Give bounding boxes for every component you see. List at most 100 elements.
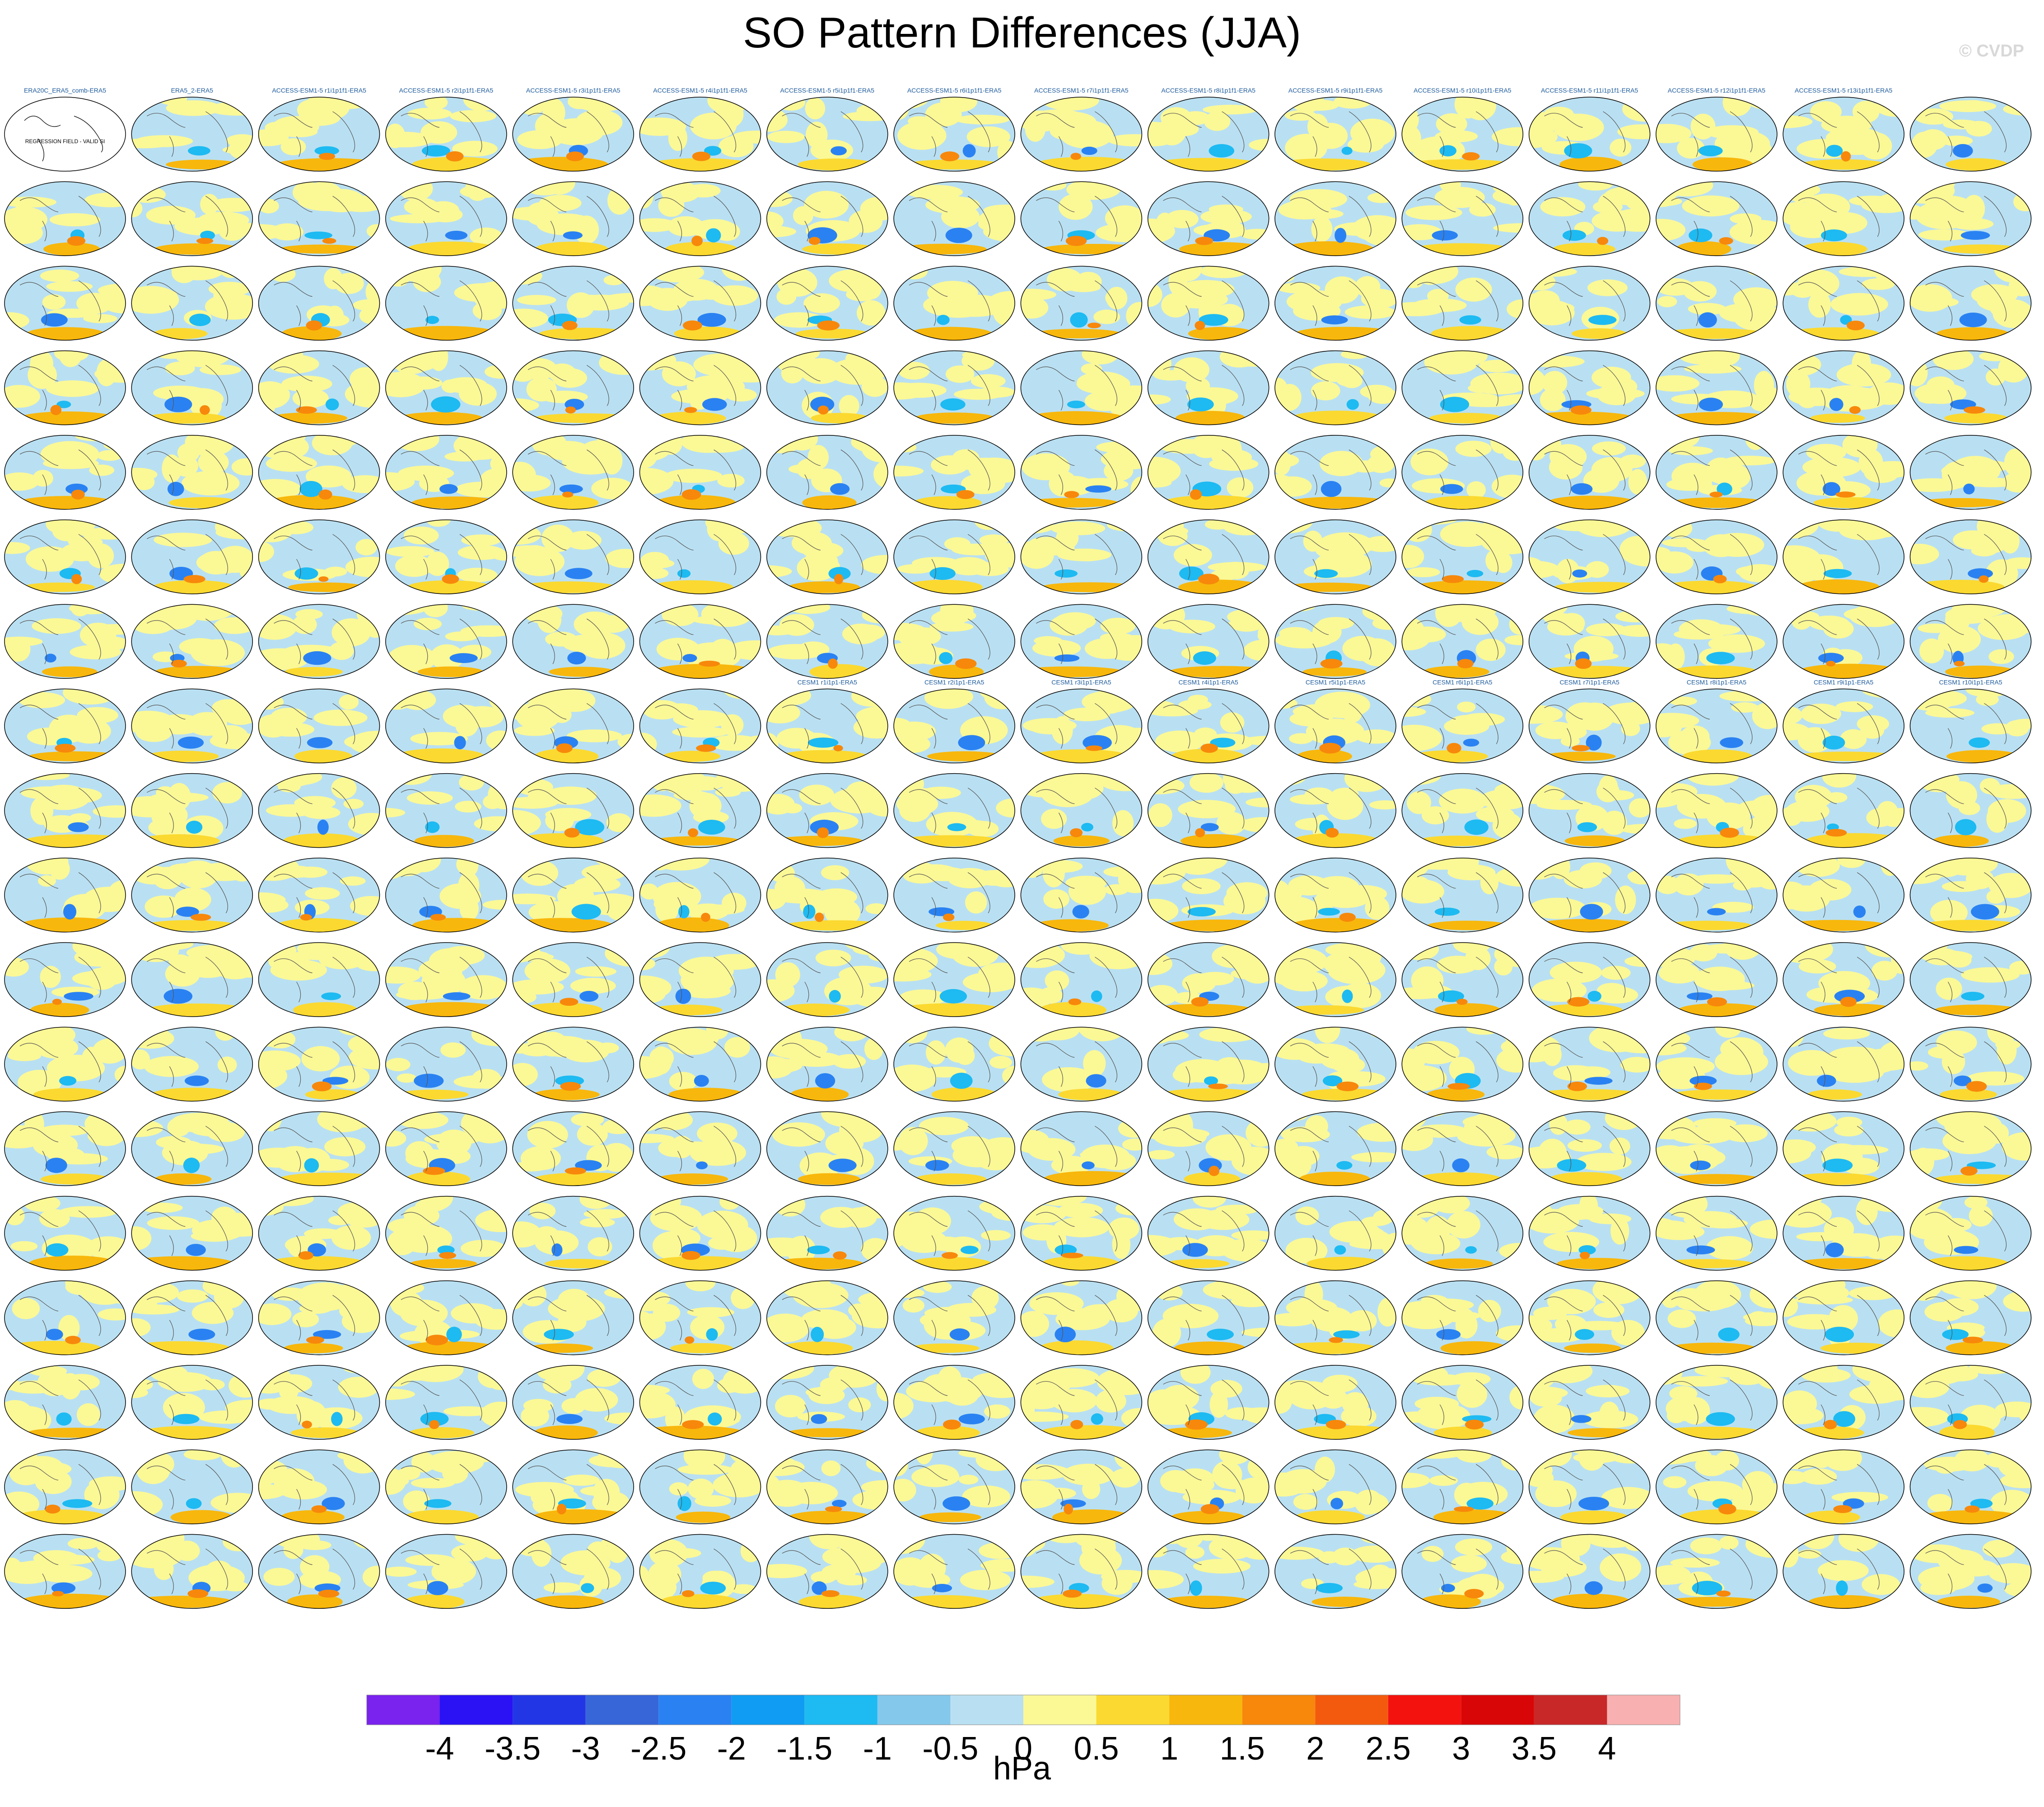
map-panel — [1274, 1111, 1396, 1186]
panel-label: CESM1 r3i1p1-ERA5 — [1051, 678, 1111, 686]
map-panel: ACCESS-ESM1-5 r7i1p1f1-ERA5 — [1020, 87, 1143, 172]
colorbar-tick-label: -3.5 — [485, 1731, 541, 1761]
colorbar-tick-label: 2.5 — [1366, 1731, 1411, 1761]
map-panel — [385, 1195, 507, 1271]
map-panel — [639, 1195, 761, 1271]
map-panel — [893, 1534, 1015, 1609]
map-panel — [766, 519, 888, 594]
map-panel — [1274, 1027, 1396, 1102]
map-panel — [766, 604, 888, 679]
map-panel — [385, 1449, 507, 1524]
map-panel — [893, 1280, 1015, 1355]
panel-label: ACCESS-ESM1-5 r8i1p1f1-ERA5 — [1161, 87, 1255, 94]
map-panel: CESM1 r7i1p1-ERA5 — [1528, 678, 1651, 764]
map-panel — [766, 350, 888, 425]
map-panel — [512, 688, 634, 764]
map-panel — [131, 181, 253, 256]
map-panel — [4, 604, 126, 679]
map-panel — [1274, 604, 1396, 679]
map-panel — [258, 1365, 380, 1440]
map-panel — [766, 1365, 888, 1440]
map-panel: CESM1 r9i1p1-ERA5 — [1783, 678, 1904, 764]
map-panel — [1401, 1195, 1524, 1271]
panel-label: ACCESS-ESM1-5 r1i1p1f1-ERA5 — [272, 87, 366, 94]
map-panel — [512, 773, 634, 848]
colorbar-tick-label: -1 — [863, 1731, 892, 1761]
map-panel — [385, 435, 507, 510]
map-panel — [1274, 858, 1396, 933]
map-panel — [766, 1027, 888, 1102]
colorbar-swatch — [1388, 1695, 1461, 1725]
map-panel — [1528, 350, 1651, 425]
map-panel — [1909, 519, 2032, 594]
map-panel — [1401, 858, 1524, 933]
map-panel — [893, 1195, 1015, 1271]
map-panel: ACCESS-ESM1-5 r3i1p1f1-ERA5 — [512, 87, 634, 172]
map-panel — [1656, 942, 1778, 1017]
map-panel — [893, 773, 1015, 848]
map-panel — [1528, 942, 1651, 1017]
panel-label: ACCESS-ESM1-5 r2i1p1f1-ERA5 — [399, 87, 494, 94]
colorbar-swatch — [367, 1695, 440, 1725]
map-panel — [1909, 266, 2032, 341]
panel-label: ACCESS-ESM1-5 r12i1p1f1-ERA5 — [1668, 87, 1766, 94]
map-panel — [1656, 604, 1778, 679]
map-panel — [893, 519, 1015, 594]
colorbar-tick-label: 2 — [1306, 1731, 1324, 1761]
map-panel — [1401, 1365, 1524, 1440]
map-panel — [1528, 181, 1651, 256]
map-panel — [131, 1365, 253, 1440]
map-panel — [1020, 1195, 1143, 1271]
map-panel — [4, 688, 126, 764]
map-panel — [1147, 1111, 1269, 1186]
colorbar-swatch — [1534, 1695, 1607, 1725]
map-panel: CESM1 r6i1p1-ERA5 — [1401, 678, 1524, 764]
map-panel — [893, 1449, 1015, 1524]
colorbar-units: hPa — [993, 1751, 1051, 1787]
map-panel — [131, 1195, 253, 1271]
panel-label: ACCESS-ESM1-5 r13i1p1f1-ERA5 — [1795, 87, 1893, 94]
map-panel — [512, 1534, 634, 1609]
map-panel: ACCESS-ESM1-5 r8i1p1f1-ERA5 — [1147, 87, 1269, 172]
map-panel — [1401, 1027, 1524, 1102]
map-panel — [1909, 435, 2032, 510]
map-panel — [639, 604, 761, 679]
map-panel — [1909, 1280, 2032, 1355]
panel-label: CESM1 r1i1p1-ERA5 — [798, 678, 857, 686]
map-panel — [1020, 519, 1143, 594]
panel-label: ACCESS-ESM1-5 r3i1p1f1-ERA5 — [526, 87, 621, 94]
watermark: © CVDP — [1959, 42, 2024, 61]
map-panel — [893, 181, 1015, 256]
map-panel — [258, 858, 380, 933]
map-panel — [385, 519, 507, 594]
map-panel — [385, 350, 507, 425]
panel-label: ERA5_2-ERA5 — [171, 87, 214, 94]
map-panel — [1909, 1534, 2032, 1609]
map-panel — [1909, 97, 2032, 172]
map-panel — [1909, 1111, 2032, 1186]
map-panel — [893, 604, 1015, 679]
panel-label: ACCESS-ESM1-5 r7i1p1f1-ERA5 — [1034, 87, 1129, 94]
colorbar-swatch — [804, 1695, 877, 1725]
map-panel — [639, 350, 761, 425]
map-panel — [766, 1449, 888, 1524]
panel-label: CESM1 r5i1p1-ERA5 — [1306, 678, 1365, 686]
map-panel — [1528, 1449, 1651, 1524]
colorbar-swatch — [513, 1695, 586, 1725]
map-panel: CESM1 r4i1p1-ERA5 — [1147, 678, 1269, 764]
map-panel — [766, 181, 888, 256]
map-panel — [1274, 1195, 1396, 1271]
map-panel: ERA20C_ERA5_comb-ERA5 REGRESSION FIELD - … — [4, 87, 126, 172]
map-panel — [512, 604, 634, 679]
map-panel — [4, 1111, 126, 1186]
map-panel — [1401, 1280, 1524, 1355]
map-panel — [1783, 773, 1904, 848]
map-panel — [258, 1111, 380, 1186]
colorbar-tick-label: 4 — [1598, 1731, 1616, 1761]
map-panel — [258, 519, 380, 594]
map-panel — [766, 773, 888, 848]
map-panel: ACCESS-ESM1-5 r9i1p1f1-ERA5 — [1274, 87, 1396, 172]
map-panel — [512, 1195, 634, 1271]
map-panel — [131, 266, 253, 341]
colorbar-swatch — [1607, 1695, 1680, 1725]
